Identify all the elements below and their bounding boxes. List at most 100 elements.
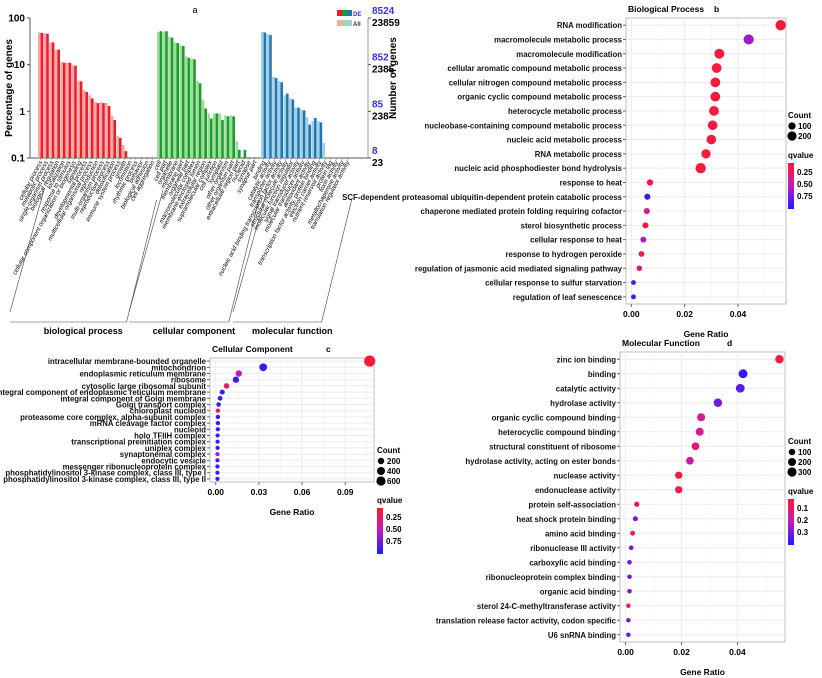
qvalue-legend-label: 0.3 [797, 528, 809, 537]
bar-de [68, 62, 72, 158]
data-point [223, 383, 230, 389]
term-label: regulation of leaf senescence [513, 293, 623, 302]
legend-swatch [337, 10, 342, 16]
data-point [675, 471, 683, 479]
data-point [638, 251, 645, 257]
count-legend-title: Count [788, 111, 811, 120]
panel-title: Molecular Function [622, 338, 700, 348]
legend-swatch [347, 20, 352, 26]
term-label: response to heat [560, 178, 623, 187]
term-label: ribonuclease III activity [530, 544, 616, 553]
data-point [701, 149, 711, 159]
qvalue-colorbar [788, 163, 794, 209]
term-label: structural constituent of ribosome [489, 442, 617, 451]
qvalue-legend-label: 0.75 [386, 537, 402, 546]
count-legend-label: 300 [798, 468, 812, 477]
data-point [215, 427, 221, 432]
bar-de [46, 33, 49, 158]
group-label: molecular function [252, 326, 333, 336]
x-tick-label: 0.02 [676, 309, 693, 319]
bar-de [297, 107, 300, 158]
bar-all [266, 34, 270, 159]
data-point [714, 48, 725, 59]
plot-area [625, 17, 787, 305]
bar-all [179, 45, 182, 159]
term-label: mitochondrion [151, 363, 206, 372]
right-tick-de: 852 [372, 53, 389, 64]
term-label: endocytic vesicle [141, 456, 206, 465]
bar-de [198, 83, 202, 158]
bar-all [157, 32, 160, 158]
count-legend-label: 100 [798, 448, 812, 457]
bar-de [280, 82, 283, 158]
bar-all [294, 107, 298, 158]
qvalue-legend-label: 0.25 [386, 513, 402, 522]
term-label: zinc ion binding [557, 355, 617, 364]
term-label: mRNA cleavage factor complex [90, 419, 207, 428]
bar-de [113, 120, 116, 158]
x-tick-label: 0.03 [251, 487, 268, 497]
bar-de [51, 42, 55, 158]
data-point [627, 588, 632, 594]
bar-de [79, 81, 83, 158]
count-legend-dot [377, 457, 385, 465]
qvalue-legend-label: 0.50 [797, 180, 813, 189]
bar-all [173, 42, 177, 158]
data-point [215, 452, 220, 457]
term-label: amino acid binding [545, 529, 616, 538]
panel-d-molecular-function: Molecular Function d 0.00 0.02 0.04 Gene Rati… [436, 338, 814, 677]
bar-all [277, 80, 281, 158]
data-point [215, 464, 220, 469]
bar-de [193, 59, 196, 158]
data-point [709, 106, 719, 116]
qvalue-legend-title: qvalue [788, 487, 814, 496]
data-point [711, 63, 722, 73]
data-point [215, 476, 220, 481]
term-label: sterol biosynthetic process [521, 221, 623, 230]
term-label: ribosome [171, 376, 207, 385]
data-point [630, 530, 636, 536]
right-tick-all: 2385 [372, 65, 395, 76]
x-tick-label: 0.02 [673, 647, 690, 657]
term-label: regulation of jasmonic acid mediated sig… [415, 264, 623, 273]
data-point [710, 91, 721, 102]
data-point [710, 77, 721, 88]
bar-de [40, 32, 44, 158]
data-point [775, 19, 786, 31]
term-label: holo TFIIH complex [134, 432, 207, 441]
x-tick-label: 0.00 [623, 309, 640, 319]
qvalue-colorbar [377, 508, 383, 554]
bar-all [224, 115, 227, 158]
count-legend-title: Count [377, 446, 400, 455]
data-point [215, 414, 221, 420]
count-legend-dot [788, 448, 796, 456]
bar-all [190, 58, 194, 158]
data-point [713, 398, 723, 407]
bar-de [102, 103, 105, 158]
right-tick-de: 8 [372, 146, 378, 157]
count-legend-dot [788, 458, 796, 466]
x-tick-label: 0.00 [207, 487, 224, 497]
term-label: translation release factor activity, cod… [436, 616, 617, 625]
term-label: nucleobase-containing compound metabolic… [424, 121, 622, 130]
bar-de [274, 77, 278, 158]
x-tick-label: 0.04 [730, 309, 747, 319]
bar-de [319, 122, 323, 158]
bar-de [291, 99, 295, 158]
bar-all [60, 61, 63, 158]
bar-all [66, 62, 69, 158]
bar-de [57, 49, 60, 159]
data-point [631, 294, 636, 300]
qvalue-legend-label: 0.25 [797, 168, 813, 177]
term-label: nuclease activity [554, 471, 617, 480]
bar-all [261, 32, 264, 158]
bar-all [317, 121, 320, 158]
bar-de [314, 117, 317, 158]
right-tick-all: 238 [372, 111, 389, 122]
term-label: heterocycle metabolic process [508, 107, 623, 116]
term-label: nucleoid [174, 425, 206, 434]
bar-all [54, 49, 58, 159]
